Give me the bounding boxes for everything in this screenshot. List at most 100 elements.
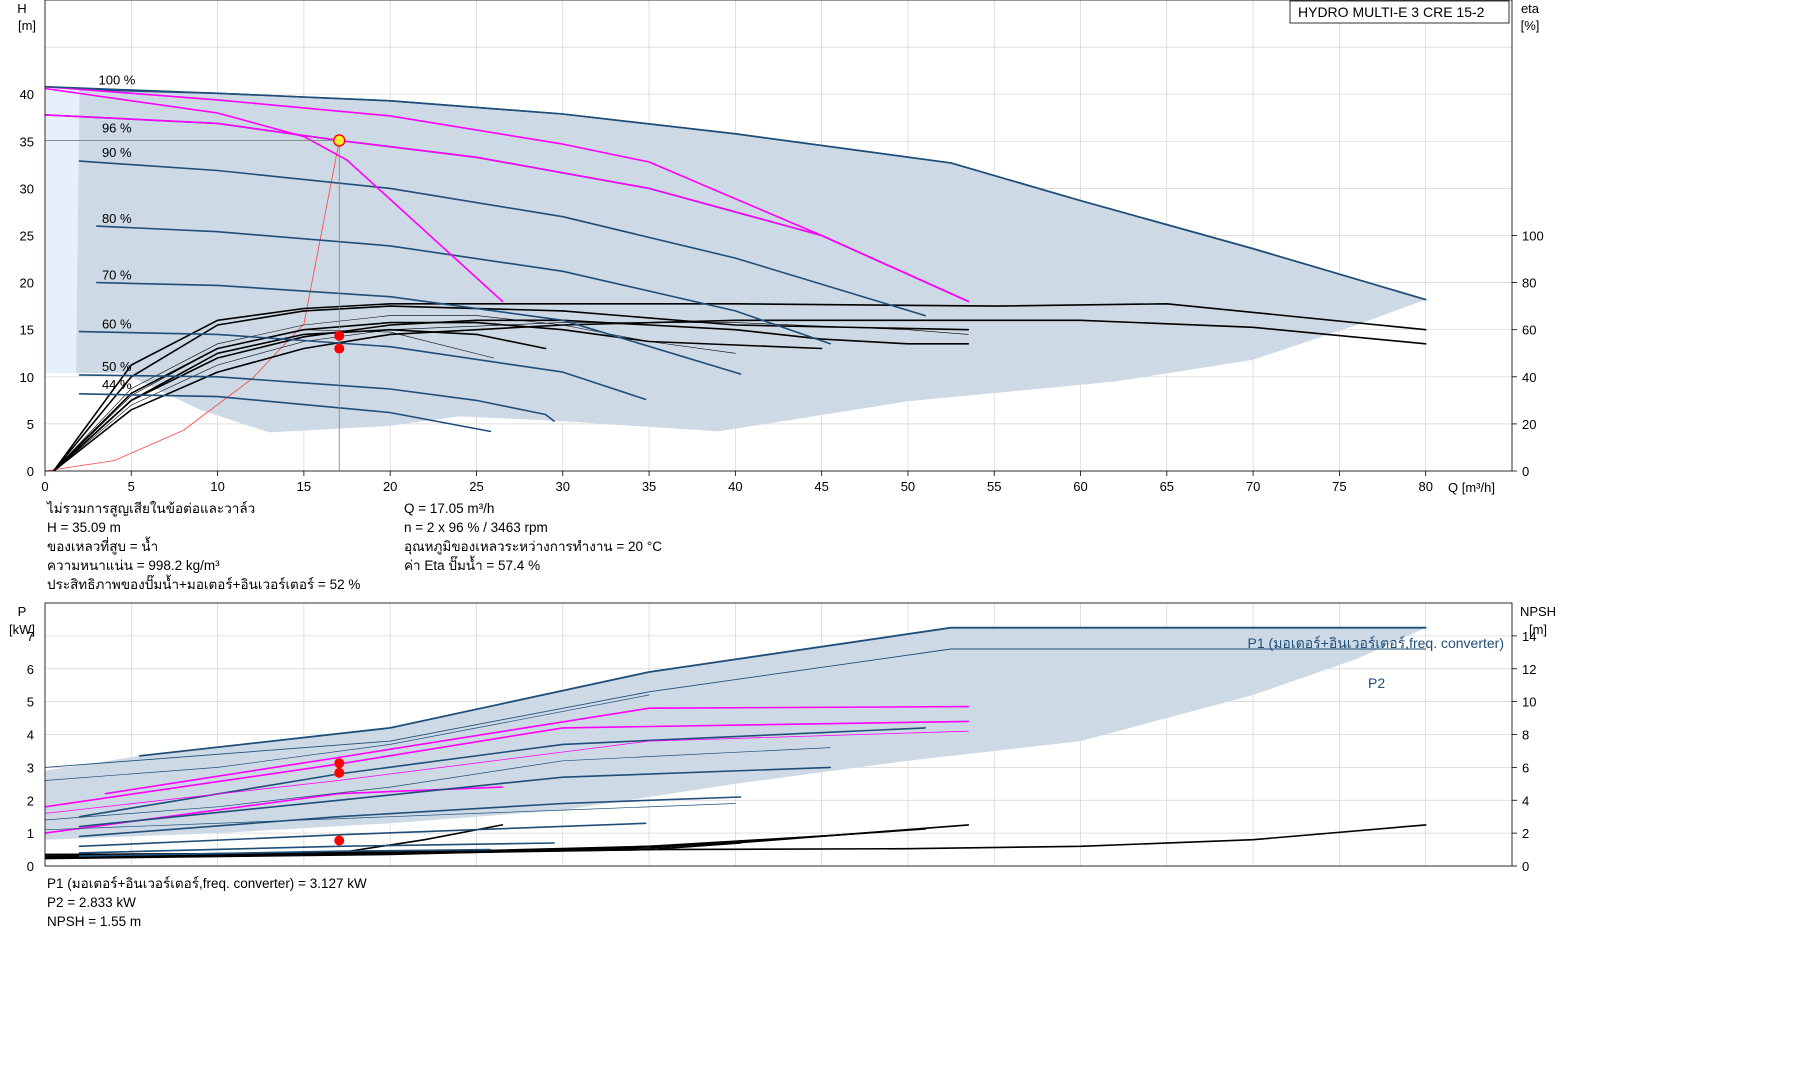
x-tick-label: 5	[128, 479, 135, 494]
x-tick-label: 55	[987, 479, 1001, 494]
top-envelope	[45, 86, 1426, 433]
y2-tick-label: 60	[1522, 323, 1536, 338]
bottom-envelope	[45, 627, 1426, 840]
y2-tick-label: 80	[1522, 276, 1536, 291]
x-tick-label: 70	[1246, 479, 1260, 494]
power-curve-thin	[45, 747, 831, 821]
y2-tick-label: 6	[1522, 760, 1529, 775]
speed-curve	[96, 281, 742, 375]
power-curve	[78, 822, 647, 848]
y2-tick-label: 0	[1522, 859, 1529, 874]
chart-title: HYDRO MULTI-E 3 CRE 15-2	[1298, 4, 1485, 20]
x-tick-label: 25	[469, 479, 483, 494]
eta-curve	[52, 319, 970, 471]
info-line: H = 35.09 m	[47, 520, 121, 535]
chart-title-box	[1289, 0, 1510, 24]
power-curve-thin	[45, 803, 736, 831]
top-info-left: ไม่รวมการสูญเสียในข้อต่อและวาล์ว H = 35.…	[47, 499, 360, 594]
bottom-y2-axis-label-unit: [m]	[1529, 622, 1547, 637]
y2-tick-label: 12	[1522, 662, 1536, 677]
speed-curve-label: 96 %	[102, 121, 132, 136]
x-tick-label: 35	[642, 479, 656, 494]
speed-curve	[78, 393, 492, 433]
y-tick-label: 1	[27, 826, 34, 841]
speed-curve-label: 70 %	[102, 267, 132, 282]
power-envelope-area	[45, 627, 1426, 840]
y2-tick-label: 10	[1522, 695, 1536, 710]
bottom-info-left: P1 (มอเตอร์+อินเวอร์เตอร์,freq. converte…	[47, 874, 367, 931]
y-tick-label: 30	[20, 181, 34, 196]
speed-curve	[78, 374, 555, 422]
speed-curve-label: 90 %	[102, 145, 132, 160]
x-tick-label: 80	[1418, 479, 1432, 494]
y2-tick-label: 40	[1522, 370, 1536, 385]
eta-curve	[52, 303, 1427, 471]
power-curve	[78, 796, 742, 838]
y-tick-label: 15	[20, 323, 34, 338]
y-tick-label: 5	[27, 695, 34, 710]
info-line: ประสิทธิภาพของปั๊มน้ำ+มอเตอร์+อินเวอร์เต…	[47, 577, 361, 592]
top-plot-ticks: 0 5 10 15 20 25 30 35 40 45 50 55 60 65 70 75 80 0 5 10 15 20…	[20, 87, 1544, 494]
p1-series-label: P1 (มอเตอร์+อินเวอร์เตอร์,freq. converte…	[1248, 635, 1504, 651]
x-tick-label: 65	[1160, 479, 1174, 494]
power-curve-thin	[45, 694, 650, 781]
x-tick-label: 50	[901, 479, 915, 494]
y2-tick-label: 14	[1522, 629, 1536, 644]
y2-tick-label: 4	[1522, 793, 1529, 808]
y-tick-label: 4	[27, 728, 34, 743]
top-curves	[45, 85, 1427, 471]
power-curve	[78, 766, 832, 828]
x-tick-label: 75	[1332, 479, 1346, 494]
eta-curve	[52, 319, 1427, 471]
info-line: ของเหลวที่สูบ = น้ำ	[47, 539, 159, 554]
y-tick-label: 2	[27, 793, 34, 808]
y-tick-label: 40	[20, 87, 34, 102]
y-tick-label: 5	[27, 417, 34, 432]
eta-curve	[52, 305, 970, 471]
pump-performance-chart: 0 5 10 15 20 25 30 35 40 45 50 55 60 65 70 75 8005101520…	[9, 0, 1556, 874]
npsh-curve	[45, 828, 926, 860]
x-tick-label: 10	[210, 479, 224, 494]
x-tick-label: 40	[728, 479, 742, 494]
hq-envelope-area	[45, 86, 1426, 433]
y2-tick-label: 0	[1522, 464, 1529, 479]
y-tick-label: 20	[20, 276, 34, 291]
speed-curve-label: 80 %	[102, 211, 132, 226]
power-curve	[78, 848, 492, 857]
bottom-y-axis-label-unit: [kW]	[9, 622, 35, 637]
eta-point-marker	[334, 330, 345, 341]
power-point-marker	[334, 767, 345, 778]
info-line: ความหนาแน่น = 998.2 kg/m³	[47, 558, 220, 573]
y-tick-label: 35	[20, 134, 34, 149]
power-curve	[104, 705, 970, 795]
duty-point-marker	[333, 134, 346, 147]
y-tick-label: 7	[27, 629, 34, 644]
y2-tick-label: 8	[1522, 728, 1529, 743]
y-tick-label: 6	[27, 662, 34, 677]
y-tick-label: 3	[27, 760, 34, 775]
y-tick-label: 25	[20, 229, 34, 244]
y2-tick-label: 2	[1522, 826, 1529, 841]
top-x-axis-label: Q [m³/h]	[1448, 480, 1495, 495]
speed-curve-label: 100 %	[99, 72, 136, 87]
top-y-axis-label-h: H	[17, 1, 26, 16]
info-line: n = 2 x 96 % / 3463 rpm	[404, 520, 548, 535]
bottom-y-axis-label-p: P	[18, 604, 27, 619]
power-curve	[78, 842, 555, 854]
x-tick-label: 60	[1073, 479, 1087, 494]
eta-curve	[53, 315, 736, 471]
p2-series-label: P2	[1368, 675, 1385, 691]
y-tick-label: 0	[27, 859, 34, 874]
speed-curve-label: 60 %	[102, 316, 132, 331]
x-tick-label: 15	[297, 479, 311, 494]
x-tick-label: 30	[556, 479, 570, 494]
min-flow-zone	[45, 86, 80, 373]
top-y2-axis-label-unit: [%]	[1521, 18, 1540, 33]
info-line: อุณหภูมิของเหลวระหว่างการทำงาน = 20 °C	[404, 539, 662, 554]
npsh-point-marker	[334, 835, 345, 846]
speed-curve	[78, 330, 647, 401]
bottom-y2-axis-label-npsh: NPSH	[1520, 604, 1556, 619]
speed-curve-label: 50 %	[102, 359, 132, 374]
p1-curve	[139, 626, 1427, 757]
